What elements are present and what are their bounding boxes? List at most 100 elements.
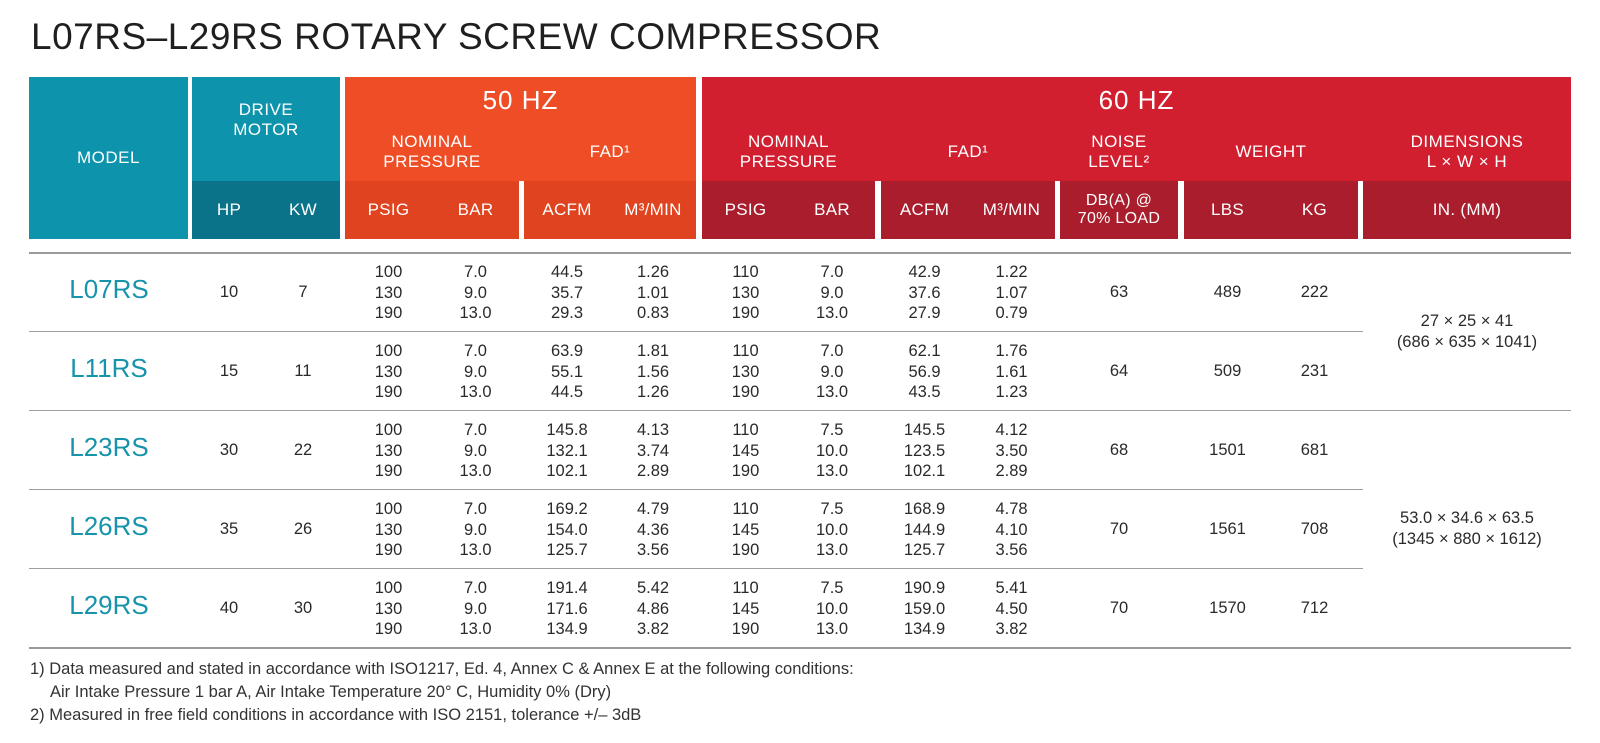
table-top-rule [29, 252, 1571, 254]
cell-acfm60: 62.1 56.9 43.5 [908, 342, 941, 401]
cell-m3_50: 4.13 3.74 2.89 [636, 421, 670, 480]
cell-m3_60: 1.22 1.07 0.79 [995, 263, 1028, 322]
cell-bar60: 7.5 10.0 13.0 [815, 500, 849, 559]
header-nominal-pressure-50: NOMINAL PRESSURE [383, 132, 481, 171]
dimensions-group-1: 27 × 25 × 41 (686 × 635 × 1041) [1396, 312, 1538, 351]
cell-psig50: 100 130 190 [374, 342, 403, 401]
cell-m3_50: 4.79 4.36 3.56 [636, 500, 670, 559]
cell-hp: 10 [219, 283, 239, 301]
cell-psig60: 110 130 190 [731, 263, 760, 322]
header-60hz: 60 HZ [1098, 85, 1175, 116]
header-weight: WEIGHT [1235, 142, 1307, 162]
cell-m3_60: 4.78 4.10 3.56 [995, 500, 1028, 559]
cell-bar50: 7.0 9.0 13.0 [459, 263, 492, 322]
cell-lbs: 1501 [1209, 441, 1246, 459]
row-divider [29, 489, 1363, 490]
cell-psig50: 100 130 190 [374, 421, 403, 480]
header-m3min-60: M³/MIN [968, 181, 1055, 239]
cell-bar50: 7.0 9.0 13.0 [459, 500, 492, 559]
header-dimensions: DIMENSIONS L × W × H [1410, 132, 1524, 171]
header-nominal-pressure-60: NOMINAL PRESSURE [739, 132, 838, 171]
cell-psig60: 110 130 190 [731, 342, 760, 401]
header-noise-level: NOISE LEVEL² [1088, 132, 1150, 171]
cell-lbs: 1561 [1209, 520, 1246, 538]
cell-acfm50: 169.2 154.0 125.7 [546, 500, 588, 559]
cell-lbs: 489 [1213, 283, 1242, 301]
cell-m3_50: 1.26 1.01 0.83 [636, 263, 670, 322]
header-fad-50: FAD¹ [589, 142, 631, 162]
cell-bar60: 7.0 9.0 13.0 [815, 263, 849, 322]
header-m3min-50: M³/MIN [610, 181, 696, 239]
header-dba: DB(A) @ 70% LOAD [1060, 181, 1178, 239]
cell-bar60: 7.5 10.0 13.0 [815, 579, 849, 638]
cell-hp: 30 [219, 441, 239, 459]
row-divider [29, 410, 1571, 411]
row-divider [29, 331, 1363, 332]
header-fad-60: FAD¹ [947, 142, 989, 162]
cell-acfm50: 44.5 35.7 29.3 [550, 263, 584, 322]
cell-kw: 11 [294, 362, 312, 380]
cell-psig60: 110 145 190 [731, 500, 760, 559]
cell-m3_60: 5.41 4.50 3.82 [995, 579, 1028, 638]
cell-lbs: 1570 [1209, 599, 1246, 617]
model-name: L11RS [70, 353, 148, 383]
cell-bar60: 7.5 10.0 13.0 [815, 421, 849, 480]
row-divider [29, 568, 1363, 569]
cell-bar50: 7.0 9.0 13.0 [459, 579, 492, 638]
header-60hz-group [702, 77, 1571, 181]
header-kg: KG [1271, 181, 1358, 239]
header-bar-60: BAR [789, 181, 875, 239]
cell-kg: 222 [1300, 283, 1329, 301]
header-drive-motor-label: DRIVE MOTOR [233, 100, 299, 139]
header-in-mm: IN. (MM) [1363, 181, 1571, 239]
header-acfm-60: ACFM [881, 181, 968, 239]
cell-noise: 70 [1109, 599, 1129, 617]
cell-noise: 63 [1109, 283, 1129, 301]
page-title: L07RS–L29RS ROTARY SCREW COMPRESSOR [31, 16, 882, 57]
cell-acfm50: 145.8 132.1 102.1 [546, 421, 588, 480]
cell-psig60: 110 145 190 [731, 421, 760, 480]
cell-lbs: 509 [1213, 362, 1242, 380]
cell-kw: 30 [293, 599, 313, 617]
cell-noise: 70 [1109, 520, 1129, 538]
model-name: L07RS [69, 274, 149, 304]
cell-hp: 15 [219, 362, 239, 380]
cell-kg: 231 [1300, 362, 1329, 380]
header-hp: HP [192, 181, 266, 239]
cell-acfm60: 42.9 37.6 27.9 [908, 263, 941, 322]
footnote-1-line-1: 1) Data measured and stated in accordanc… [30, 660, 854, 678]
cell-acfm60: 145.5 123.5 102.1 [903, 421, 946, 480]
cell-psig50: 100 130 190 [374, 500, 403, 559]
cell-m3_60: 4.12 3.50 2.89 [995, 421, 1028, 480]
header-psig-50: PSIG [345, 181, 432, 239]
cell-bar60: 7.0 9.0 13.0 [815, 342, 849, 401]
model-name: L26RS [69, 511, 149, 541]
cell-bar50: 7.0 9.0 13.0 [459, 342, 492, 401]
cell-hp: 35 [219, 520, 239, 538]
cell-hp: 40 [219, 599, 239, 617]
header-psig-60: PSIG [702, 181, 789, 239]
header-model: MODEL [29, 77, 188, 239]
cell-kw: 7 [298, 283, 308, 301]
header-50hz-group [345, 77, 696, 181]
cell-psig50: 100 130 190 [374, 263, 403, 322]
header-kw: KW [266, 181, 340, 239]
cell-acfm60: 190.9 159.0 134.9 [903, 579, 946, 638]
cell-noise: 64 [1109, 362, 1129, 380]
header-acfm-50: ACFM [524, 181, 610, 239]
header-model-label: MODEL [77, 148, 140, 168]
footnote-2: 2) Measured in free field conditions in … [30, 706, 642, 724]
model-name: L23RS [69, 432, 149, 462]
cell-kg: 708 [1300, 520, 1329, 538]
cell-acfm50: 191.4 171.6 134.9 [546, 579, 588, 638]
cell-bar50: 7.0 9.0 13.0 [459, 421, 492, 480]
dimensions-group-2: 53.0 × 34.6 × 63.5 (1345 × 880 × 1612) [1392, 509, 1542, 548]
cell-kg: 681 [1300, 441, 1329, 459]
cell-acfm50: 63.9 55.1 44.5 [550, 342, 584, 401]
table-bottom-rule [29, 647, 1571, 649]
cell-kg: 712 [1300, 599, 1329, 617]
header-drive-motor: DRIVE MOTOR [192, 77, 340, 181]
cell-kw: 26 [293, 520, 313, 538]
header-bar-50: BAR [432, 181, 519, 239]
cell-kw: 22 [293, 441, 313, 459]
